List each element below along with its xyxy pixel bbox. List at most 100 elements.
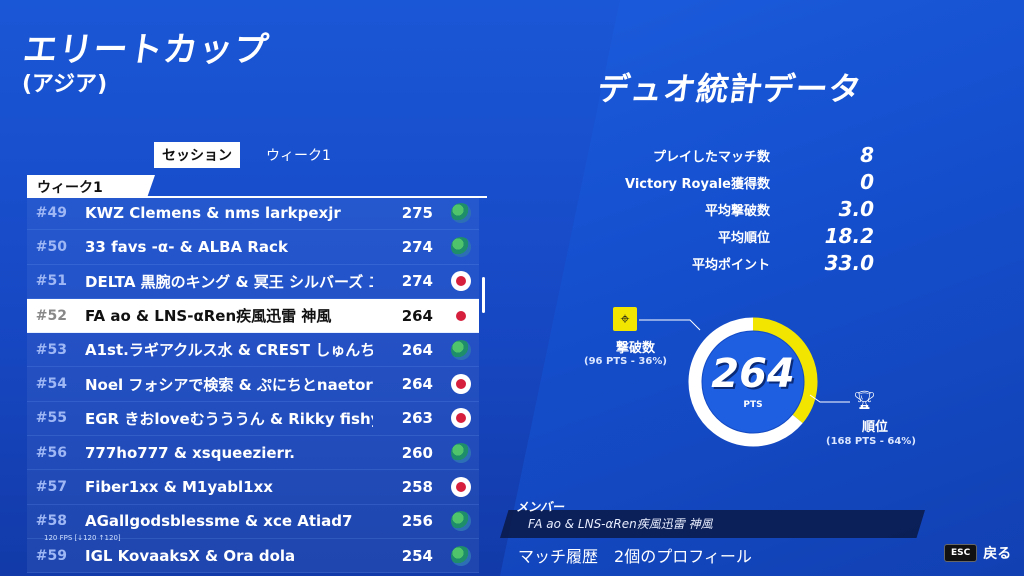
- points-ring: 264 PTS: [683, 312, 823, 452]
- stat-label: 平均撃破数: [704, 203, 770, 219]
- stat-row: 平均ポイント 33.0: [596, 251, 896, 275]
- row-rank: #52: [35, 307, 67, 324]
- leaderboard-row[interactable]: #52 FA ao & LNS-αRen疾風迅雷 神風 264: [27, 298, 479, 334]
- match-history-link[interactable]: マッチ履歴: [518, 547, 599, 566]
- stat-label: 平均順位: [717, 230, 770, 246]
- esc-key-icon: ESC: [944, 544, 978, 562]
- profiles-link[interactable]: 2個のプロフィール: [614, 547, 752, 566]
- row-rank: #53: [35, 341, 67, 358]
- stat-label: プレイしたマッチ数: [652, 149, 770, 165]
- stat-row: Victory Royale獲得数 0: [596, 170, 896, 194]
- placement-detail: (168 PTS - 64%): [826, 436, 916, 447]
- members-label: メンバー: [516, 500, 565, 514]
- stats-title: デュオ統計データ: [595, 70, 865, 108]
- leaderboard-row[interactable]: #57 Fiber1xx & M1yabl1xx 258: [27, 470, 479, 505]
- row-team-name: 777ho777 & xsqueezierr.: [85, 443, 295, 462]
- leaderboard-row[interactable]: #53 A1st.ラギアクルス水 & CREST しゅんちゃん 264: [27, 333, 479, 368]
- stat-value: 0: [860, 170, 874, 194]
- page-subtitle: (アジア): [22, 72, 108, 97]
- row-points: 254: [401, 546, 433, 565]
- row-points: 256: [401, 512, 433, 531]
- japan-flag-icon: [451, 305, 471, 326]
- members-name: FA ao & LNS-αRen疾風迅雷 神風: [528, 517, 713, 531]
- week-header: ウィーク1: [27, 175, 155, 197]
- leaderboard-row[interactable]: #55 EGR きおloveむうううん & Rikky fishy 263: [27, 401, 479, 437]
- row-points: 264: [401, 306, 433, 325]
- leaderboard-row[interactable]: #50 33 favs -α- & ALBA Rack 274: [27, 230, 479, 265]
- globe-icon: [451, 511, 471, 532]
- points-ring-chart: [688, 317, 818, 447]
- stat-value: 33.0: [824, 251, 874, 275]
- leaderboard-row[interactable]: #56 777ho777 & xsqueezierr. 260: [27, 436, 479, 471]
- stat-row: プレイしたマッチ数 8: [596, 143, 896, 167]
- bottom-actions: マッチ履歴 2個のプロフィール: [518, 543, 752, 567]
- japan-flag-icon: [451, 408, 471, 429]
- row-rank: #51: [35, 273, 67, 290]
- row-rank: #54: [35, 376, 67, 393]
- leaderboard-row[interactable]: #54 Noel フォシアで検索 & ぷにちとnaetor 264: [27, 367, 479, 402]
- row-rank: #59: [35, 547, 67, 564]
- globe-icon: [451, 545, 471, 566]
- row-rank: #50: [35, 238, 67, 255]
- stat-label: 平均ポイント: [691, 257, 770, 273]
- row-team-name: AGallgodsblessme & xce Atiad7: [85, 512, 353, 531]
- stat-row: 平均順位 18.2: [596, 224, 896, 248]
- row-points: 274: [401, 272, 433, 291]
- row-rank: #49: [35, 204, 67, 221]
- members-panel: [500, 510, 925, 538]
- japan-flag-icon: [451, 271, 471, 292]
- row-team-name: KWZ Clemens & nms larkpexjr: [85, 203, 341, 222]
- tab-bar: セッション ウィーク1: [154, 142, 339, 168]
- row-team-name: Noel フォシアで検索 & ぷにちとnaetor: [85, 375, 373, 394]
- row-points: 275: [401, 203, 433, 222]
- crosshair-icon: ⌖: [613, 307, 637, 331]
- row-points: 263: [401, 409, 433, 428]
- elims-detail: (96 PTS - 36%): [584, 356, 667, 367]
- leaderboard-row[interactable]: #59 IGL KovaaksX & Ora dola 254: [27, 538, 479, 574]
- row-team-name: Fiber1xx & M1yabl1xx: [85, 478, 273, 497]
- row-team-name: EGR きおloveむうううん & Rikky fishy: [85, 409, 373, 428]
- leaderboard-row[interactable]: #58 AGallgodsblessme & xce Atiad7 256: [27, 504, 479, 539]
- row-team-name: DELTA 黒腕のキング & 冥王 シルバーズ エイミー: [85, 272, 373, 291]
- back-button[interactable]: ESC 戻る: [944, 543, 1011, 563]
- total-points: 264: [711, 351, 795, 397]
- ring-inner: [702, 331, 804, 433]
- leaderboard-row[interactable]: #49 KWZ Clemens & nms larkpexjr 275: [27, 196, 479, 231]
- row-rank: #58: [35, 513, 67, 530]
- row-points: 264: [401, 375, 433, 394]
- stat-row: 平均撃破数 3.0: [596, 197, 896, 221]
- leaderboard-list: #49 KWZ Clemens & nms larkpexjr 275 #50 33 f…: [27, 196, 479, 574]
- week-divider: [27, 196, 487, 198]
- row-rank: #57: [35, 479, 67, 496]
- elims-arc: [752, 317, 818, 424]
- placement-label: 順位: [862, 420, 889, 435]
- stat-value: 3.0: [838, 197, 874, 221]
- leaderboard-scrollbar[interactable]: [482, 277, 485, 313]
- trophy-icon: 🏆︎: [853, 390, 876, 411]
- row-points: 260: [401, 443, 433, 462]
- elims-label: 撃破数: [616, 341, 656, 356]
- globe-icon: [451, 236, 471, 257]
- stat-value: 8: [860, 143, 874, 167]
- placement-arc: [688, 317, 803, 447]
- row-rank: #56: [35, 444, 67, 461]
- page-title: エリートカップ: [20, 30, 272, 70]
- japan-flag-icon: [451, 477, 471, 498]
- row-points: 274: [401, 237, 433, 256]
- row-rank: #55: [35, 410, 67, 427]
- points-unit: PTS: [743, 400, 763, 410]
- globe-icon: [451, 202, 471, 223]
- tab-session[interactable]: セッション: [154, 142, 240, 168]
- row-team-name: A1st.ラギアクルス水 & CREST しゅんちゃん: [85, 341, 373, 360]
- stat-label: Victory Royale獲得数: [624, 176, 770, 192]
- globe-icon: [451, 442, 471, 463]
- row-points: 264: [401, 340, 433, 359]
- row-team-name: 33 favs -α- & ALBA Rack: [85, 237, 288, 256]
- back-label: 戻る: [983, 546, 1012, 562]
- leaderboard-row[interactable]: #51 DELTA 黒腕のキング & 冥王 シルバーズ エイミー 274: [27, 264, 479, 299]
- row-points: 258: [401, 478, 433, 497]
- stat-value: 18.2: [824, 224, 874, 248]
- tab-week1[interactable]: ウィーク1: [266, 148, 331, 164]
- japan-flag-icon: [451, 374, 471, 395]
- row-team-name: IGL KovaaksX & Ora dola: [85, 546, 296, 565]
